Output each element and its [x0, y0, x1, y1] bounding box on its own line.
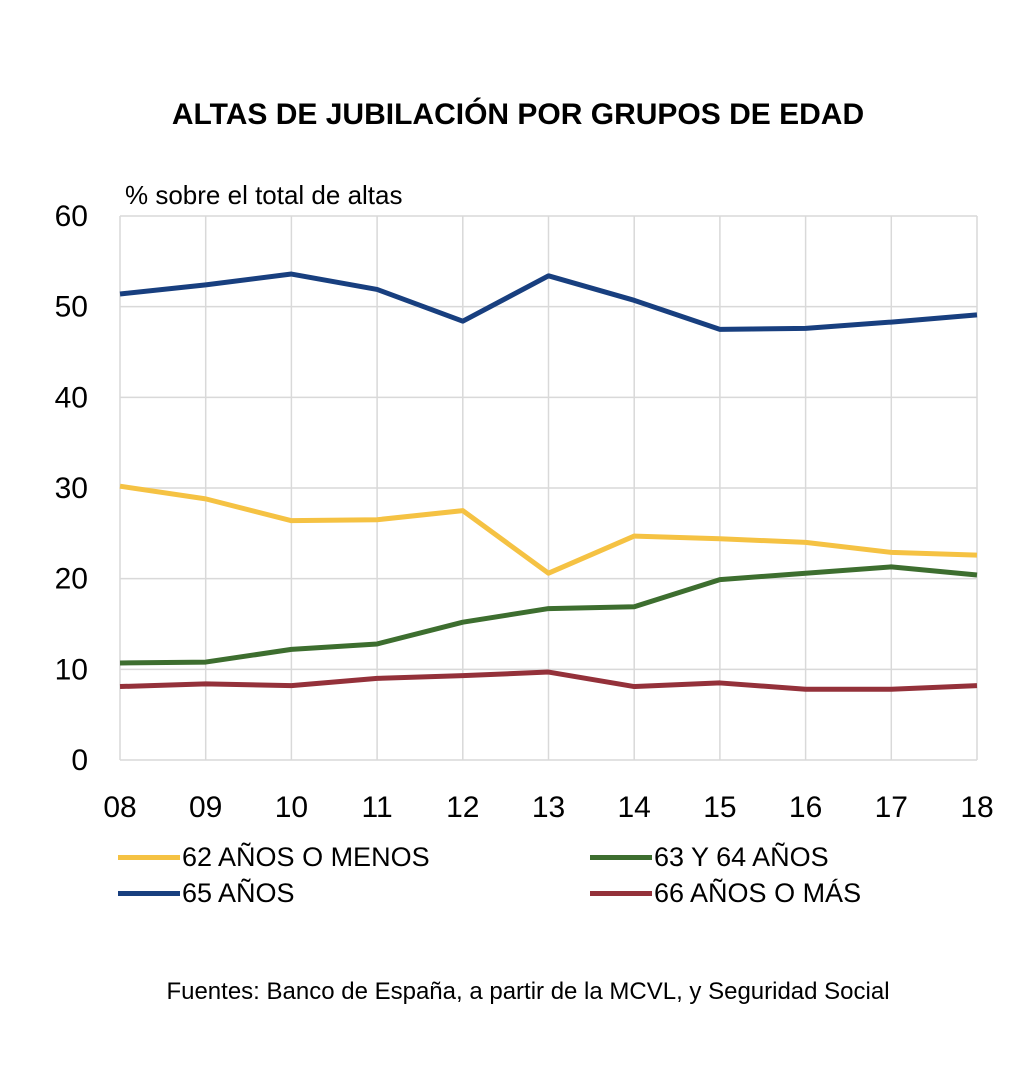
y-axis-label: % sobre el total de altas	[125, 180, 403, 210]
x-tick-label: 14	[618, 791, 651, 824]
legend-swatch	[118, 891, 180, 896]
legend-item-62-or-less: 62 AÑOS O MENOS	[118, 842, 430, 873]
x-tick-label: 08	[103, 791, 136, 824]
y-tick-label: 40	[55, 381, 88, 414]
y-tick-label: 20	[55, 563, 88, 596]
series-line-0	[119, 483, 978, 576]
x-tick-label: 17	[875, 791, 908, 824]
legend-swatch	[590, 891, 652, 896]
x-tick-label: 12	[446, 791, 479, 824]
y-tick-label: 60	[55, 200, 88, 233]
legend-label: 63 Y 64 AÑOS	[654, 842, 829, 872]
chart-title: ALTAS DE JUBILACIÓN POR GRUPOS DE EDAD	[171, 98, 865, 131]
y-tick-label: 50	[55, 291, 88, 324]
series-line-2	[119, 271, 978, 332]
x-tick-label: 13	[532, 791, 565, 824]
x-tick-label: 16	[789, 791, 822, 824]
legend-swatch	[118, 855, 180, 860]
x-tick-label: 10	[275, 791, 308, 824]
y-tick-label: 30	[55, 472, 88, 505]
legend-label: 66 AÑOS O MÁS	[654, 878, 862, 908]
series-line-1	[119, 564, 978, 666]
x-tick-label: 15	[703, 791, 736, 824]
series-line-3	[119, 669, 978, 692]
legend-item-66-or-more: 66 AÑOS O MÁS	[590, 878, 861, 909]
y-tick-label: 10	[55, 653, 88, 686]
legend-item-63-64: 63 Y 64 AÑOS	[590, 842, 829, 873]
x-tick-label: 09	[189, 791, 222, 824]
x-tick-label: 18	[960, 791, 993, 824]
y-tick-label: 0	[71, 744, 88, 777]
legend-label: 65 AÑOS	[182, 878, 295, 908]
x-tick-label: 11	[362, 791, 393, 824]
legend-swatch	[590, 855, 652, 860]
source-note: Fuentes: Banco de España, a partir de la…	[166, 978, 890, 1005]
legend-label: 62 AÑOS O MENOS	[182, 842, 430, 872]
legend-item-65: 65 AÑOS	[118, 878, 295, 909]
